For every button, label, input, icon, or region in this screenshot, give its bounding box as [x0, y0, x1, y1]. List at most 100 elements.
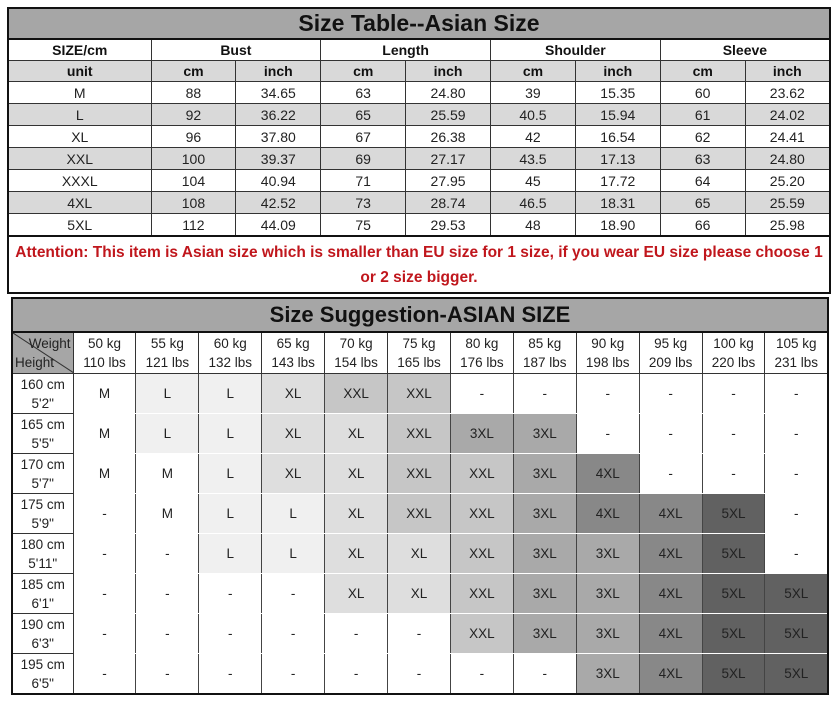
unit-header: inch — [744, 60, 831, 82]
height-header: 165 cm 5'5" — [11, 413, 74, 454]
size-suggestion-cell: 4XL — [575, 493, 640, 534]
size-suggestion-cell: - — [701, 373, 766, 414]
size-suggestion-cell: L — [198, 533, 263, 574]
table-row: 185 cm 6'1" - - - - XL XL XXL 3XL 3XL 4XL 5XL 5XL — [11, 573, 829, 614]
size-suggestion-cell: - — [135, 533, 200, 574]
size-suggestion-cell: XXL — [449, 533, 514, 574]
measurement-cell: 108 — [150, 191, 237, 214]
measurement-cell: 16.54 — [574, 125, 661, 148]
table-row: 170 cm 5'7" M M L XL XL XXL XXL 3XL 4XL - - - — [11, 453, 829, 494]
size-suggestion-cell: - — [135, 653, 200, 695]
size-label: 5XL — [7, 213, 152, 237]
weight-lbs: 231 lbs — [774, 355, 818, 370]
size-suggestion-cell: 3XL — [449, 413, 514, 454]
size-suggestion-cell: 4XL — [575, 453, 640, 494]
weight-lbs: 198 lbs — [585, 355, 630, 370]
size-suggestion-cell: M — [72, 453, 137, 494]
measurement-cell: 88 — [150, 81, 237, 104]
measurement-cell: 25.20 — [744, 169, 831, 192]
height-ft: 6'5" — [31, 675, 54, 691]
measurement-cell: 18.31 — [574, 191, 661, 214]
table-row: XL 96 37.80 67 26.38 42 16.54 62 24.41 — [7, 125, 831, 148]
unit-header: cm — [659, 60, 746, 82]
unit-header: inch — [405, 60, 491, 82]
size-suggestion-cell: - — [449, 653, 514, 695]
weight-kg: 95 kg — [654, 336, 688, 351]
weight-kg: 75 kg — [402, 336, 436, 351]
height-ft: 5'5" — [31, 435, 54, 451]
size-suggestion-cell: 5XL — [701, 653, 766, 695]
size-suggestion-cell: 3XL — [512, 573, 577, 614]
column-header: Length — [320, 38, 491, 61]
height-ft: 5'9" — [31, 515, 54, 531]
height-cm: 160 cm — [20, 376, 65, 392]
size-suggestion-table: Size Suggestion-ASIAN SIZE Weight Height… — [11, 297, 829, 695]
measurement-cell: 100 — [150, 147, 237, 170]
size-label: M — [7, 81, 152, 104]
measurement-cell: 27.17 — [405, 147, 491, 170]
size-suggestion-cell: - — [261, 573, 326, 614]
unit-header: cm — [150, 60, 237, 82]
size-suggestion-cell: - — [387, 613, 451, 654]
size-suggestion-cell: - — [764, 413, 829, 454]
height-header: 180 cm 5'11" — [11, 533, 74, 574]
size-suggestion-cell: - — [449, 373, 514, 414]
size-suggestion-cell: XL — [387, 533, 451, 574]
unit-header: inch — [574, 60, 661, 82]
height-ft: 6'3" — [31, 635, 54, 651]
size-suggestion-cell: L — [261, 533, 326, 574]
size-suggestion-cell: XL — [324, 533, 389, 574]
table-row: 165 cm 5'5" M L L XL XL XXL 3XL 3XL - - - - — [11, 413, 829, 454]
weight-lbs: 154 lbs — [334, 355, 378, 370]
size-suggestion-cell: - — [764, 373, 829, 414]
measurement-cell: 23.62 — [744, 81, 831, 104]
height-cm: 190 cm — [20, 616, 65, 632]
unit-header: cm — [320, 60, 407, 82]
table-row: 175 cm 5'9" - M L L XL XXL XXL 3XL 4XL 4XL 5XL - — [11, 493, 829, 534]
size-suggestion-cell: - — [764, 533, 829, 574]
measurement-cell: 45 — [490, 169, 576, 192]
weight-header: 105 kg 231 lbs — [764, 331, 829, 374]
measurement-cell: 15.35 — [574, 81, 661, 104]
measurement-cell: 24.80 — [744, 147, 831, 170]
measurement-cell: 26.38 — [405, 125, 491, 148]
measurement-cell: 60 — [659, 81, 746, 104]
measurement-cell: 29.53 — [405, 213, 491, 237]
weight-header: 75 kg 165 lbs — [387, 331, 451, 374]
measurement-cell: 18.90 — [574, 213, 661, 237]
table-row: XXXL 104 40.94 71 27.95 45 17.72 64 25.20 — [7, 169, 831, 192]
size-suggestion-cell: 4XL — [638, 533, 703, 574]
weight-header: 95 kg 209 lbs — [638, 331, 703, 374]
size-label: XXXL — [7, 169, 152, 192]
weight-header: 65 kg 143 lbs — [261, 331, 326, 374]
size-suggestion-cell: - — [198, 653, 263, 695]
measurement-cell: 39 — [490, 81, 576, 104]
weight-kg: 50 kg — [87, 336, 121, 351]
measurement-cell: 71 — [320, 169, 407, 192]
column-header: Bust — [150, 38, 322, 61]
height-header: 195 cm 6'5" — [11, 653, 74, 695]
attention-note: Attention: This item is Asian size which… — [7, 235, 831, 294]
size-suggestion-cell: XXL — [324, 373, 389, 414]
weight-kg: 90 kg — [591, 336, 625, 351]
measurement-cell: 46.5 — [490, 191, 576, 214]
weight-label: Weight — [28, 336, 71, 351]
size-suggestion-cell: 3XL — [512, 453, 577, 494]
measurement-cell: 40.94 — [235, 169, 322, 192]
size-suggestion-cell: 4XL — [638, 653, 703, 695]
table-row: L 92 36.22 65 25.59 40.5 15.94 61 24.02 — [7, 103, 831, 126]
measurement-cell: 25.98 — [744, 213, 831, 237]
size-suggestion-cell: XXL — [449, 453, 514, 494]
weight-header: 60 kg 132 lbs — [198, 331, 263, 374]
size-suggestion-cell: L — [198, 373, 263, 414]
measurement-cell: 24.41 — [744, 125, 831, 148]
measurement-cell: 112 — [150, 213, 237, 237]
size-label: XL — [7, 125, 152, 148]
size-suggestion-cell: - — [638, 413, 703, 454]
weight-kg: 80 kg — [465, 336, 499, 351]
measurement-cell: 48 — [490, 213, 576, 237]
size-suggestion-cell: 3XL — [575, 573, 640, 614]
size-suggestion-cell: - — [324, 653, 389, 695]
size-suggestion-cell: 3XL — [575, 533, 640, 574]
weight-kg: 60 kg — [213, 336, 247, 351]
